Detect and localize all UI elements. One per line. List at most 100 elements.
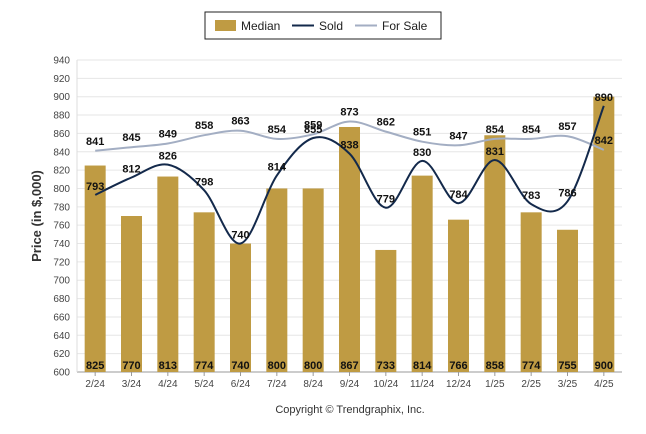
median-value-label: 800 [304,360,322,372]
x-tick-label: 4/25 [594,379,614,390]
median-bar [593,96,615,373]
y-tick-label: 920 [53,74,70,85]
x-tick-label: 3/24 [122,379,142,390]
x-tick-label: 3/25 [558,379,578,390]
for-sale-value-label: 854 [522,124,541,136]
sold-value-label: 838 [340,140,358,152]
median-bar [484,135,506,372]
legend-for-sale-label: For Sale [382,19,428,33]
for-sale-value-label: 859 [304,119,322,131]
x-tick-label: 4/24 [158,379,178,390]
legend-median-label: Median [241,19,280,33]
y-tick-label: 760 [53,221,70,232]
median-value-label: 814 [413,360,432,372]
sold-line [94,105,605,245]
y-tick-label: 640 [53,331,70,342]
sold-value-label: 855 [304,124,322,136]
for-sale-value-label: 858 [195,120,213,132]
sold-value-label: 740 [231,230,249,242]
median-bar [84,165,106,372]
legend-median-swatch [215,20,236,31]
y-tick-label: 720 [53,257,70,268]
median-bar [266,188,288,372]
median-value-label: 900 [595,360,613,372]
median-value-label: 740 [231,360,249,372]
for-sale-value-label: 863 [231,116,249,128]
median-bar [375,249,397,372]
sold-value-label: 890 [595,92,613,104]
for-sale-value-label: 847 [449,130,467,142]
median-bar [557,229,578,372]
median-value-label: 755 [558,360,576,372]
sold-value-label: 830 [413,147,431,159]
median-value-label: 825 [86,360,104,372]
sold-value-label: 826 [159,151,177,163]
median-bar [520,212,542,372]
x-tick-label: 1/25 [485,379,505,390]
sold-value-label: 784 [449,189,468,201]
for-sale-value-label: 857 [558,121,576,133]
sold-value-label: 812 [122,163,140,175]
sold-value-label: 814 [268,162,287,174]
y-axis-title: Price (in $,000) [29,170,44,262]
median-value-label: 858 [486,360,504,372]
series-lines [94,105,605,245]
legend-sold-label: Sold [319,19,343,33]
y-tick-label: 900 [53,92,70,103]
y-tick-label: 620 [53,349,70,360]
median-value-label: 770 [122,360,140,372]
median-bar [339,126,360,372]
sold-value-label: 786 [558,187,576,199]
y-tick-label: 680 [53,294,70,305]
median-value-label: 867 [340,360,358,372]
y-tick-label: 740 [53,239,70,250]
legend-box [204,11,442,40]
median-bar [302,188,324,372]
for-sale-value-label: 849 [159,129,177,141]
x-axis-ticks: 2/24 3/24 4/24 5/24 6/24 7/24 8/24 9/24 10/24 11/… [85,372,614,390]
x-tick-label: 9/24 [340,379,360,390]
median-bar [411,175,433,372]
for-sale-value-label: 841 [86,136,104,148]
x-tick-label: 5/24 [194,379,214,390]
y-tick-label: 820 [53,166,70,177]
y-tick-label: 800 [53,184,70,195]
median-bars [84,96,615,373]
x-tick-label: 2/25 [521,379,541,390]
median-bar [448,219,469,372]
x-tick-label: 12/24 [446,379,471,390]
median-value-label: 800 [268,360,286,372]
sold-value-label: 831 [486,146,504,158]
y-tick-label: 780 [53,202,70,213]
sold-value-label: 798 [195,176,213,188]
y-tick-label: 860 [53,129,70,140]
copyright-footer: Copyright © Trendgraphix, Inc. [275,404,424,416]
median-bar [230,243,251,372]
x-tick-label: 11/24 [410,379,435,390]
for-sale-line [95,120,605,152]
for-sale-value-label: 842 [595,135,613,147]
median-value-label: 766 [449,360,467,372]
for-sale-value-label: 873 [340,106,358,118]
x-tick-label: 7/24 [267,379,287,390]
y-tick-label: 940 [53,56,70,67]
for-sale-value-label: 854 [486,124,505,136]
y-tick-label: 600 [53,368,70,379]
x-tick-label: 6/24 [231,379,251,390]
median-bar [157,176,179,372]
y-axis-ticks: 600 620 640 660 680 700 720 740 760 780 800 820 840 8… [53,56,70,379]
y-tick-label: 700 [53,276,70,287]
y-tick-label: 660 [53,312,70,323]
x-tick-label: 10/24 [373,379,398,390]
median-value-label: 774 [522,360,541,372]
x-tick-label: 8/24 [303,379,323,390]
median-value-label: 774 [195,360,214,372]
for-sale-value-label: 851 [413,127,431,139]
legend: Median Sold For Sale [204,11,442,40]
x-tick-label: 2/24 [85,379,105,390]
sold-value-label: 779 [377,194,395,206]
for-sale-value-label: 845 [122,132,140,144]
median-bar [121,216,142,372]
median-value-label: 813 [159,360,177,372]
